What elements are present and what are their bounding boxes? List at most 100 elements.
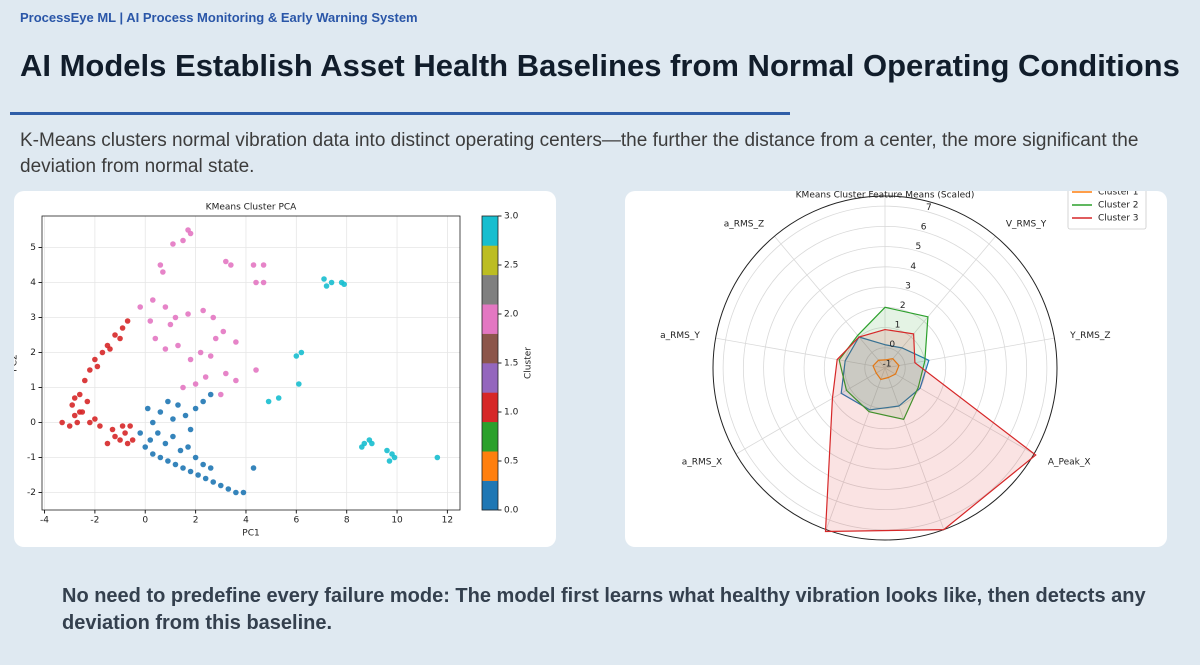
data-point <box>187 356 194 363</box>
data-point <box>76 391 83 398</box>
plot-frame <box>41 215 461 511</box>
data-point <box>147 318 154 324</box>
x-tick-label: 0 <box>142 516 148 526</box>
data-point <box>119 423 126 429</box>
data-point <box>162 304 169 310</box>
data-point <box>165 458 171 464</box>
spoke <box>715 337 886 369</box>
data-point <box>323 283 330 289</box>
data-point <box>124 318 131 324</box>
spoke <box>884 235 996 369</box>
data-point <box>200 398 206 405</box>
data-point <box>250 465 257 471</box>
colorbar-label: Cluster <box>524 347 534 379</box>
data-point <box>207 465 214 471</box>
colorbar-swatch <box>482 392 498 423</box>
data-point <box>180 237 186 244</box>
colorbar-tick-label: 2.5 <box>504 261 518 271</box>
data-point <box>87 367 93 373</box>
r-tick-label: 3 <box>905 281 911 291</box>
radar-chart: a_RMS_Z a_RMS_Y a_RMS_X A_Peak_X Y_RMS_Z V_RM… <box>660 188 1147 541</box>
data-point <box>210 314 217 321</box>
data-point <box>76 409 83 415</box>
data-point <box>212 335 219 342</box>
series-area <box>824 328 1037 533</box>
outer-ring <box>712 195 1058 541</box>
y-tick-label: 3 <box>30 313 36 323</box>
data-point <box>223 258 229 265</box>
data-point <box>162 346 169 352</box>
y-tick-label: 0 <box>30 418 36 428</box>
data-point <box>172 314 179 321</box>
data-point <box>180 465 186 471</box>
data-point <box>384 447 390 454</box>
data-point <box>117 335 123 342</box>
data-point <box>265 398 272 405</box>
data-point <box>137 430 144 436</box>
data-point <box>175 342 181 349</box>
legend-label: Cluster 3 <box>1098 214 1139 224</box>
legend-label: Cluster 2 <box>1098 201 1139 211</box>
x-tick-label: 6 <box>293 516 299 526</box>
y-tick-label: 5 <box>30 243 36 253</box>
legend-label: Cluster 1 <box>1098 188 1139 198</box>
data-point <box>328 279 335 286</box>
data-point <box>217 482 224 489</box>
data-point <box>233 489 239 496</box>
data-point <box>185 444 191 450</box>
data-point <box>112 332 118 338</box>
data-point <box>233 339 239 345</box>
axis-label: a_RMS_Y <box>660 331 700 341</box>
r-tick-label: 4 <box>910 262 916 272</box>
data-point <box>187 426 194 433</box>
colorbar-tick-label: 3.0 <box>504 212 519 222</box>
data-point <box>192 454 199 461</box>
data-point <box>293 353 300 359</box>
x-tick-label: -4 <box>40 516 49 526</box>
takeaway-note: No need to predefine every failure mode:… <box>62 585 1146 634</box>
data-point <box>69 402 76 408</box>
axis-label: V_RMS_Y <box>1006 219 1047 229</box>
series-area <box>840 336 930 411</box>
data-point <box>97 423 103 429</box>
data-point <box>137 304 144 310</box>
data-point <box>223 370 229 377</box>
data-point <box>99 349 106 356</box>
y-tick-label: -2 <box>27 488 36 498</box>
chart-title: KMeans Cluster Feature Means (Scaled) <box>796 191 975 201</box>
colorbar-tick-label: 1.0 <box>504 408 519 418</box>
data-point <box>200 461 206 468</box>
data-point <box>434 454 441 461</box>
data-point <box>160 269 166 275</box>
data-point <box>170 433 176 440</box>
r-tick-label: 2 <box>900 301 906 311</box>
data-point <box>192 405 199 412</box>
data-point <box>202 374 209 380</box>
data-point <box>187 230 194 237</box>
data-point <box>124 440 131 447</box>
data-point <box>260 279 267 286</box>
data-point <box>321 276 327 282</box>
spoke <box>735 367 886 455</box>
data-point <box>157 409 164 415</box>
data-point <box>207 391 214 398</box>
data-point <box>341 281 347 288</box>
data-point <box>207 353 214 359</box>
data-point <box>71 395 78 401</box>
x-axis-label: PC1 <box>242 529 259 539</box>
data-point <box>112 433 118 440</box>
data-point <box>74 419 81 426</box>
data-point <box>129 437 136 443</box>
data-point <box>84 398 91 405</box>
data-point <box>233 377 239 384</box>
y-tick-label: -1 <box>27 453 36 463</box>
data-point <box>358 444 365 450</box>
data-point <box>149 451 156 457</box>
data-point <box>149 297 156 303</box>
r-tick-label: 7 <box>926 203 932 213</box>
data-point <box>210 479 217 485</box>
data-point <box>152 335 159 342</box>
data-point <box>144 405 151 412</box>
